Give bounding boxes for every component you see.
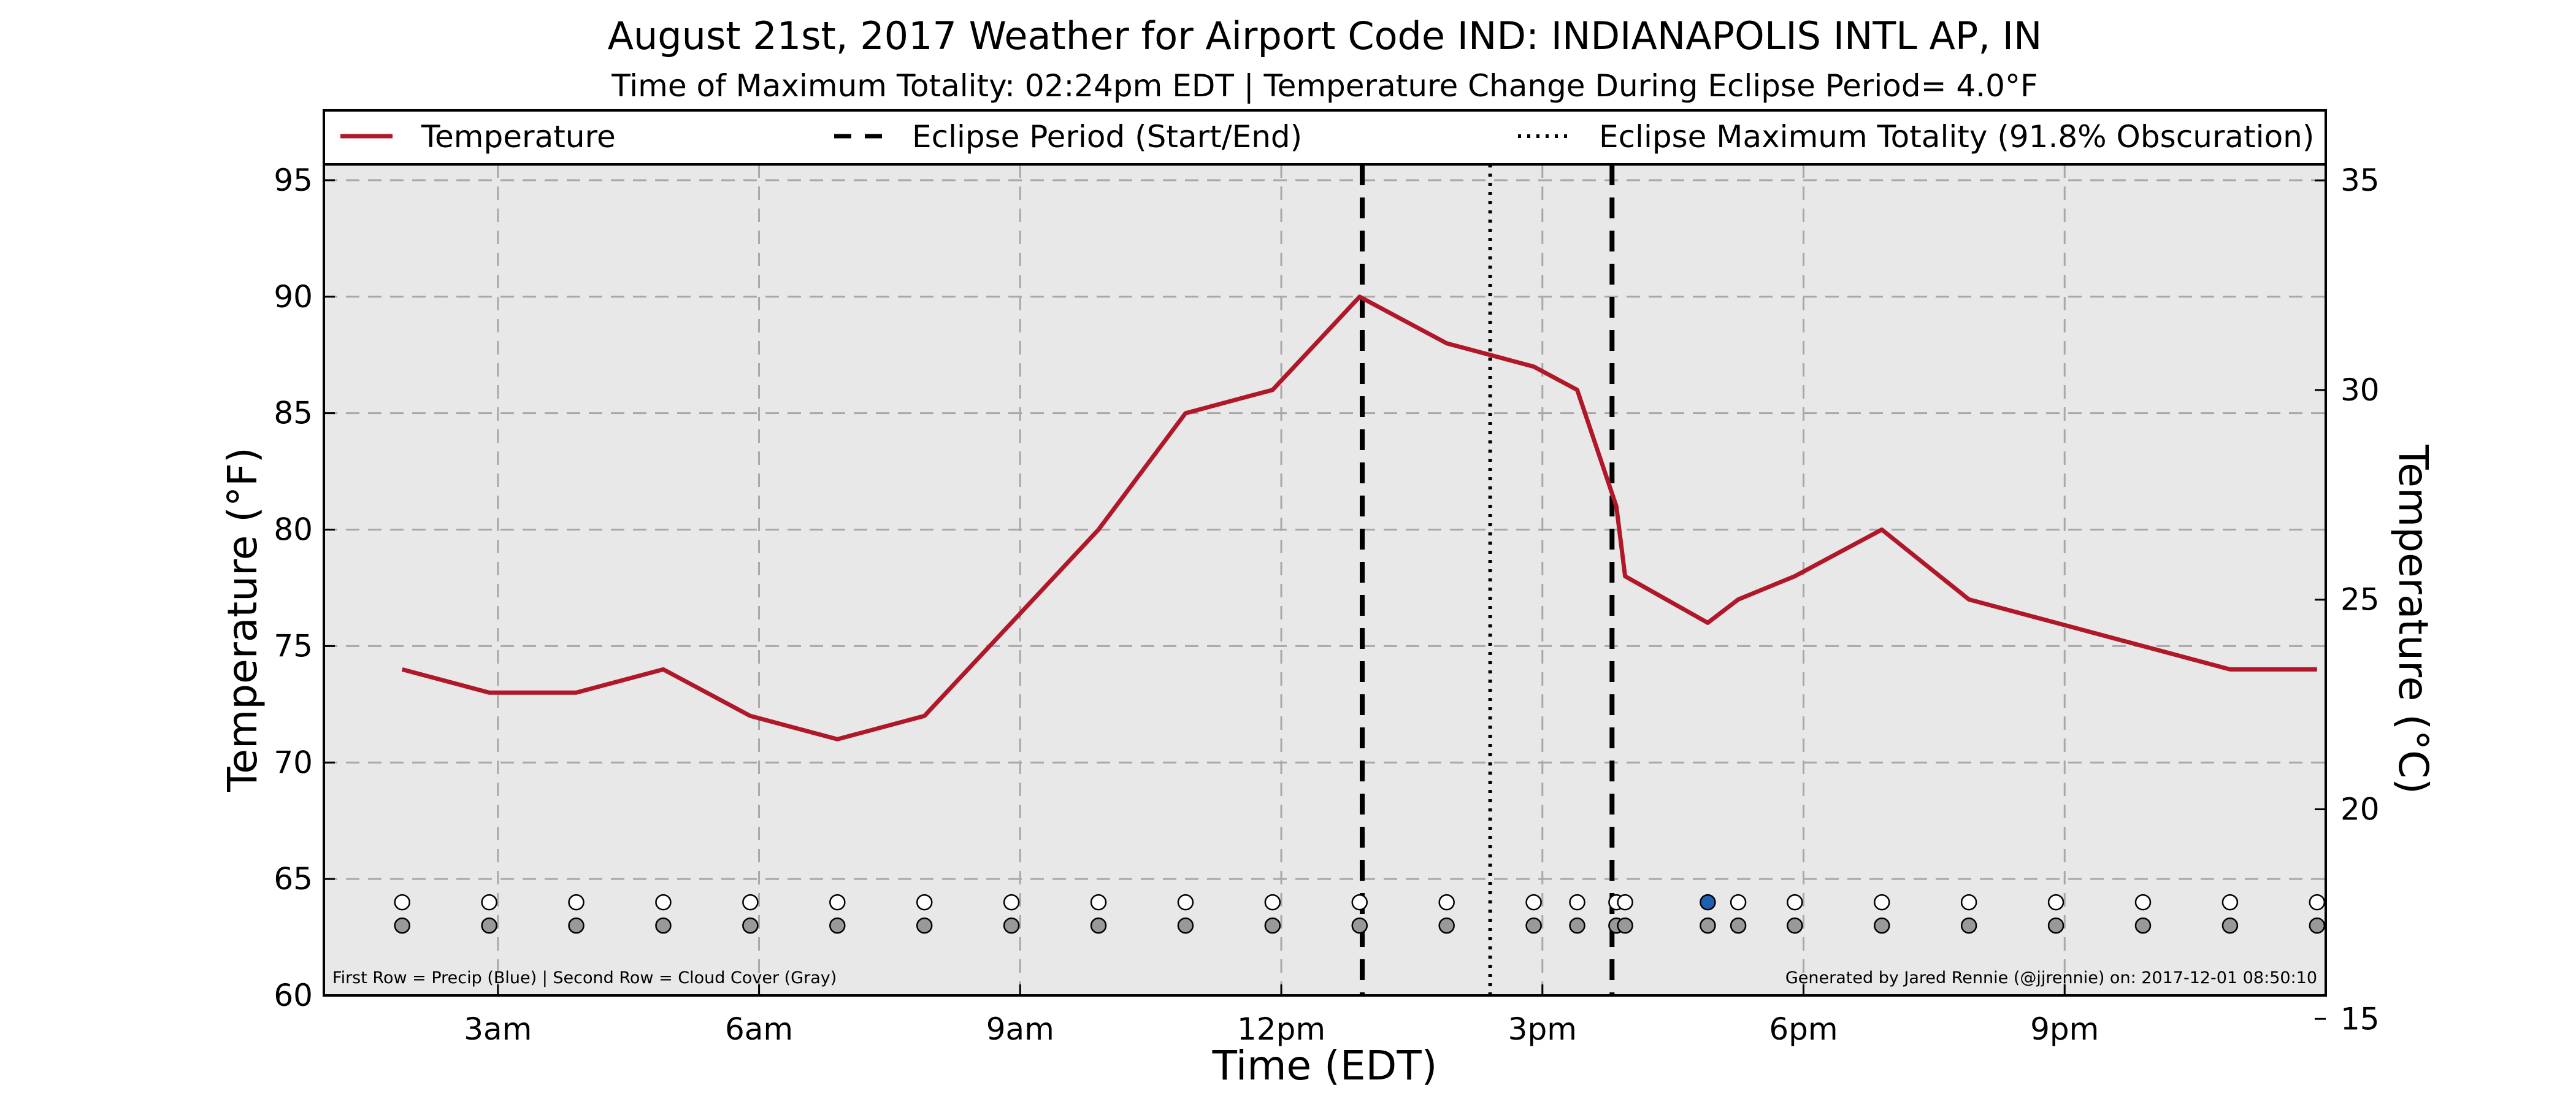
cloud-cover-marker [742,917,759,934]
cloud-cover-marker [1438,917,1455,934]
cloud-cover-marker [2047,917,2064,934]
y-tick-label: 90 [274,279,313,315]
y-tick-label: 70 [274,745,313,780]
cloud-cover-marker [1264,917,1281,934]
legend: Temperature Eclipse Period (Start/End) E… [323,109,2327,166]
chart-subtitle: Time of Maximum Totality: 02:24pm EDT | … [611,68,2037,104]
y-right-tick-label: 35 [2340,163,2380,198]
cloud-cover-marker [916,917,933,934]
cloud-cover-marker [1787,917,1803,934]
precip-marker [568,894,585,911]
precip-marker [1264,894,1281,911]
cloud-cover-marker [829,917,846,934]
eclipse-lines [1360,164,1615,995]
y-tick-label: 60 [274,978,313,1013]
precip-marker [829,894,846,911]
precip-marker [1569,894,1585,911]
precip-marker [1177,894,1194,911]
cloud-cover-marker [2134,917,2152,934]
precip-marker [394,894,410,911]
y-tick-label: 80 [274,512,313,548]
y-axis-label-right: Temperature (°C) [2390,444,2437,794]
precip-marker [2221,894,2239,911]
precip-marker [1873,894,1890,911]
grid-lines [324,164,2326,995]
cloud-cover-marker [1569,917,1585,934]
cloud-cover-marker [1525,917,1542,934]
precip-marker [1730,894,1747,911]
cloud-cover-marker [1700,917,1716,934]
legend-eclipse-period-label: Eclipse Period (Start/End) [912,119,1302,155]
chart-title: August 21st, 2017 Weather for Airport Co… [608,13,2042,58]
precip-marker [1090,894,1107,911]
y-tick-label: 95 [274,163,313,198]
y-tick-label: 65 [274,861,313,897]
cloud-cover-marker [2309,917,2326,934]
x-tick-label: 9pm [2030,1011,2099,1047]
cloud-cover-marker [1003,917,1020,934]
precip-marker [1960,894,1977,911]
x-tick-label: 12pm [1237,1011,1325,1047]
x-axis-label: Time (EDT) [1212,1042,1438,1089]
cloud-cover-marker [1617,917,1633,934]
cloud-cover-marker [2221,917,2239,934]
temperature-series [401,294,2317,742]
precip-marker [2309,894,2326,911]
x-tick-label: 9am [986,1011,1054,1047]
y-right-tick-label: 25 [2340,582,2380,618]
x-tick-label: 3pm [1508,1011,1577,1047]
observation-markers [394,894,2326,934]
temperature-line [401,294,2317,742]
cloud-cover-marker [1873,917,1890,934]
x-tick-label: 6am [725,1011,793,1047]
y-right-tick-label: 20 [2340,791,2380,827]
footnote-left: First Row = Precip (Blue) | Second Row =… [332,968,837,987]
y-right-tick-label: 15 [2340,1001,2380,1037]
precip-marker [1438,894,1455,911]
legend-box [323,109,2327,166]
x-tick-label: 3am [464,1011,532,1047]
y-axis-label: Temperature (°F) [219,447,266,792]
axis-ticks: 60 65 70 75 80 85 90 95 15 20 25 30 35 3am 6am 9am 12pm 3… [274,163,2379,1047]
precip-marker [1351,894,1368,911]
x-tick-label: 6pm [1769,1011,1838,1047]
plot-area [324,110,2326,995]
footnote-right: Generated by Jared Rennie (@jjrennie) on… [1785,968,2317,987]
cloud-cover-marker [1090,917,1107,934]
cloud-cover-marker [481,917,497,934]
cloud-cover-marker [1177,917,1194,934]
cloud-cover-marker [655,917,672,934]
legend-eclipse-max-label: Eclipse Maximum Totality (91.8% Obscurat… [1599,119,2314,155]
precip-marker [1003,894,1020,911]
precip-marker [481,894,497,911]
precip-marker [1700,894,1716,911]
y-tick-label: 85 [274,396,313,431]
y-tick-label: 75 [274,628,313,664]
precip-marker [916,894,933,911]
precip-marker [1617,894,1633,911]
cloud-cover-marker [394,917,410,934]
legend-temperature-label: Temperature [421,119,616,155]
precip-marker [2134,894,2152,911]
cloud-cover-marker [1960,917,1977,934]
precip-marker [742,894,759,911]
y-right-tick-label: 30 [2340,372,2380,408]
cloud-cover-marker [568,917,585,934]
precip-marker [655,894,672,911]
cloud-cover-marker [1730,917,1747,934]
cloud-cover-marker [1351,917,1368,934]
precip-marker [2047,894,2064,911]
precip-marker [1787,894,1803,911]
precip-marker [1525,894,1542,911]
